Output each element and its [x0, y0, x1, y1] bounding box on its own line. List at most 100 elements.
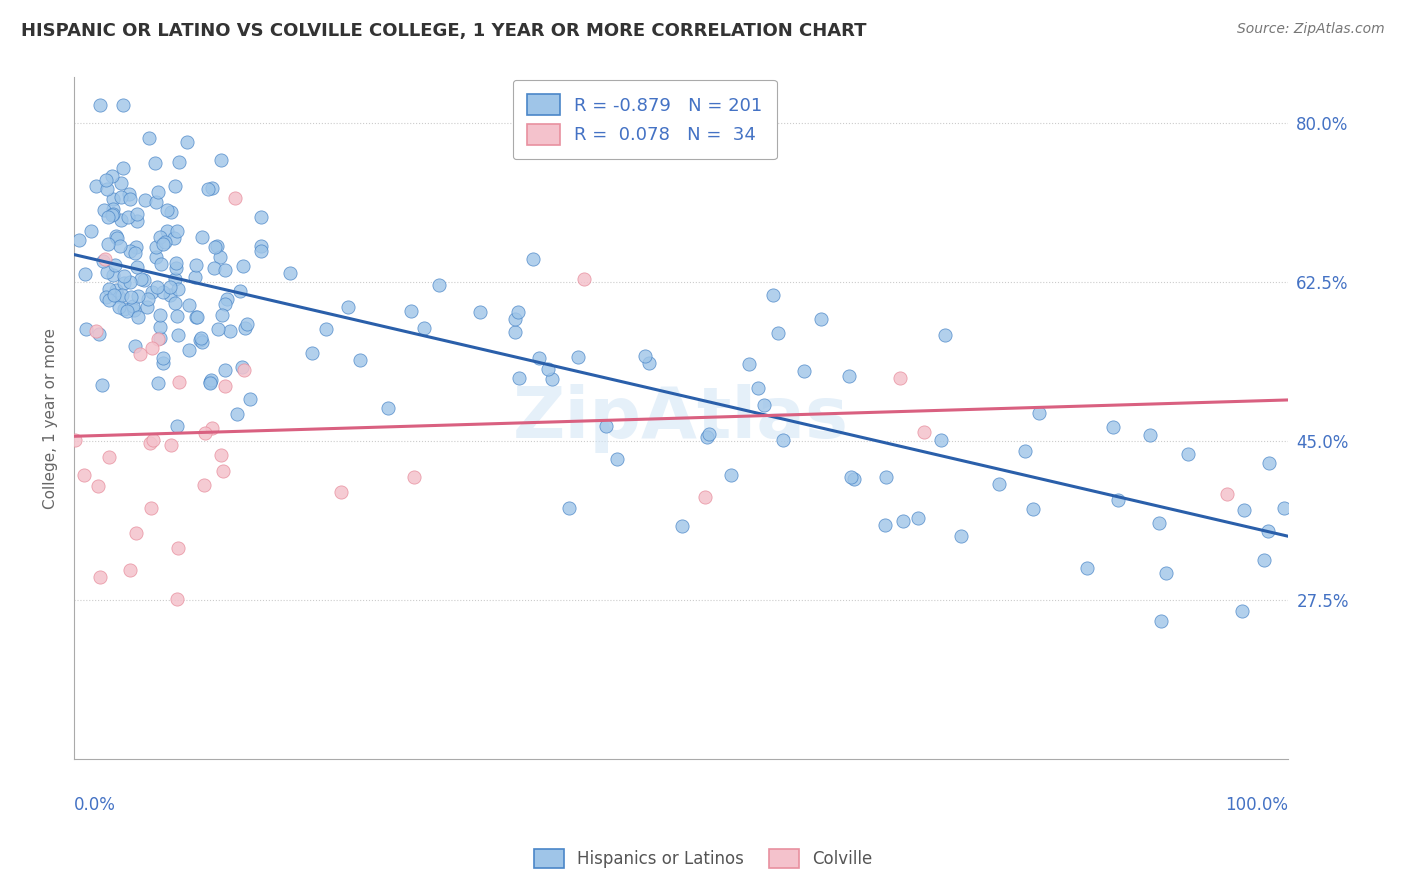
Point: [209, 153, 232, 167]
Point: [209, 448, 232, 462]
Point: [468, 305, 491, 319]
Point: [150, 257, 173, 271]
Point: [84, 324, 107, 338]
Point: [149, 230, 172, 244]
Point: [160, 438, 183, 452]
Point: [176, 135, 198, 149]
Point: [125, 526, 148, 541]
Point: [166, 309, 188, 323]
Point: [236, 318, 259, 332]
Point: [1107, 493, 1129, 508]
Point: [1253, 553, 1275, 567]
Point: [97, 237, 120, 252]
Point: [207, 322, 229, 336]
Point: [503, 326, 526, 340]
Point: [110, 288, 132, 302]
Point: [912, 425, 935, 439]
Point: [315, 322, 337, 336]
Point: [80, 224, 103, 238]
Point: [503, 311, 526, 326]
Point: [117, 304, 139, 318]
Point: [127, 260, 149, 275]
Point: [165, 295, 187, 310]
Point: [166, 224, 188, 238]
Point: [508, 371, 530, 385]
Point: [167, 328, 190, 343]
Point: [214, 379, 236, 393]
Point: [145, 195, 167, 210]
Point: [125, 239, 148, 253]
Point: [1147, 516, 1170, 530]
Point: [101, 206, 124, 220]
Point: [1232, 502, 1254, 516]
Point: [159, 279, 181, 293]
Point: [232, 259, 254, 273]
Point: [766, 326, 789, 340]
Point: [96, 265, 118, 279]
Point: [166, 418, 188, 433]
Point: [720, 468, 742, 483]
Point: [89, 97, 111, 112]
Point: [250, 210, 273, 224]
Point: [118, 244, 141, 259]
Point: [91, 378, 114, 392]
Point: [125, 207, 148, 221]
Point: [214, 362, 236, 376]
Point: [838, 369, 860, 384]
Point: [145, 240, 167, 254]
Point: [558, 501, 581, 516]
Text: 0.0%: 0.0%: [75, 797, 115, 814]
Point: [84, 178, 107, 193]
Point: [152, 236, 174, 251]
Point: [427, 277, 450, 292]
Point: [134, 194, 156, 208]
Point: [506, 305, 529, 319]
Point: [118, 192, 141, 206]
Point: [893, 514, 915, 528]
Point: [211, 308, 233, 322]
Point: [1257, 524, 1279, 539]
Point: [839, 470, 862, 484]
Point: [149, 331, 172, 345]
Point: [73, 468, 96, 483]
Point: [139, 500, 162, 515]
Point: [330, 485, 353, 500]
Point: [112, 161, 135, 175]
Point: [197, 182, 219, 196]
Point: [1028, 406, 1050, 420]
Legend: Hispanics or Latinos, Colville: Hispanics or Latinos, Colville: [527, 842, 879, 875]
Point: [97, 210, 120, 224]
Point: [377, 401, 399, 415]
Point: [198, 375, 221, 389]
Point: [166, 282, 188, 296]
Point: [163, 231, 186, 245]
Point: [191, 230, 214, 244]
Point: [209, 250, 232, 264]
Point: [101, 268, 124, 282]
Point: [214, 297, 236, 311]
Point: [112, 302, 135, 317]
Point: [121, 299, 143, 313]
Point: [844, 472, 866, 486]
Point: [202, 261, 225, 276]
Point: [934, 327, 956, 342]
Point: [190, 331, 212, 345]
Point: [194, 426, 217, 441]
Point: [595, 419, 617, 434]
Point: [96, 182, 118, 196]
Point: [94, 290, 117, 304]
Text: Source: ZipAtlas.com: Source: ZipAtlas.com: [1237, 22, 1385, 37]
Point: [606, 451, 628, 466]
Point: [94, 173, 117, 187]
Point: [1014, 444, 1036, 458]
Point: [165, 179, 187, 194]
Point: [100, 169, 122, 183]
Point: [63, 433, 86, 447]
Point: [762, 288, 785, 302]
Point: [75, 322, 97, 336]
Point: [567, 350, 589, 364]
Point: [103, 288, 125, 302]
Point: [193, 478, 215, 492]
Y-axis label: College, 1 year or more: College, 1 year or more: [44, 327, 58, 508]
Text: ZipAtlas: ZipAtlas: [513, 384, 849, 452]
